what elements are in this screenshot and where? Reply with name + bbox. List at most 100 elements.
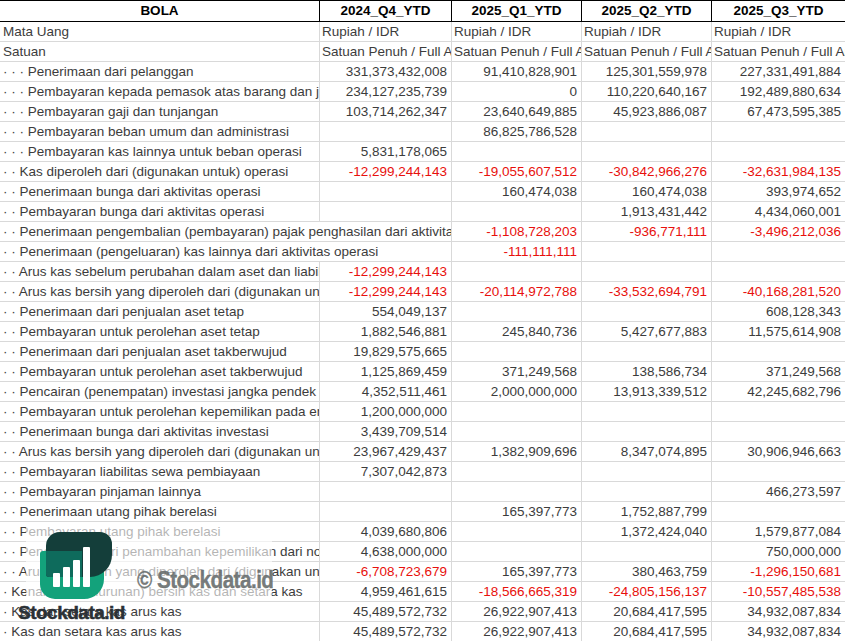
row-label: · · Pembayaran liabilitas sewa pembiayaa… (0, 462, 320, 481)
table-row: · · Arus kas bersih yang diperoleh dari … (0, 282, 845, 302)
ticker-header: BOLA (0, 1, 320, 21)
cell-value: 371,249,568 (712, 362, 845, 381)
cell-value: 13,913,339,512 (582, 382, 712, 401)
cell-value: 138,586,734 (582, 362, 712, 381)
table-row: · · Penerimaan (pengeluaran) kas lainnya… (0, 242, 845, 262)
cell-value (582, 482, 712, 501)
table-row: · · Arus kas sebelum perubahan dalam ase… (0, 262, 845, 282)
cell-value: 5,831,178,065 (320, 142, 452, 161)
table-row: · · Kas diperoleh dari (digunakan untuk)… (0, 162, 845, 182)
cell-value (320, 482, 452, 501)
table-row: · · · Pembayaran beban umum dan administ… (0, 122, 845, 142)
column-header: 2024_Q4_YTD (320, 1, 452, 21)
cell-value: -111,111,111 (452, 242, 582, 261)
table-row: · · Pembayaran untuk perolehan aset teta… (0, 322, 845, 342)
cell-value: 110,220,640,167 (582, 82, 712, 101)
table-row: · · Pencairan (penempatan) investasi jan… (0, 382, 845, 402)
row-label: · · Penerimaan utang pihak berelasi (0, 502, 320, 521)
cell-value: Satuan Penuh / Full Amount (320, 42, 452, 61)
cell-value: 30,906,946,663 (712, 442, 845, 461)
row-label: · · Pembayaran pinjaman lainnya (0, 482, 320, 501)
cell-value: 11,575,614,908 (712, 322, 845, 341)
cell-value: -3,496,212,036 (712, 222, 845, 241)
cell-value: -32,631,984,135 (712, 162, 845, 181)
cell-value (712, 142, 845, 161)
cell-value: -30,842,966,276 (582, 162, 712, 181)
cell-value: 1,125,869,459 (320, 362, 452, 381)
cell-value (452, 402, 582, 421)
watermark: © Stockdata.id (26, 523, 272, 600)
cell-value: 0 (452, 82, 582, 101)
cell-value: 67,473,595,385 (712, 102, 845, 121)
cell-value: 3,439,709,514 (320, 422, 452, 441)
table-row: · Kas dan setara kas arus kas45,489,572,… (0, 602, 845, 622)
cell-value (452, 142, 582, 161)
cell-value: 393,974,652 (712, 182, 845, 201)
table-row: · · Pembayaran bunga dari aktivitas oper… (0, 202, 845, 222)
cell-value: 34,932,087,834 (712, 602, 845, 621)
cell-value: 103,714,262,347 (320, 102, 452, 121)
cell-value: 245,840,736 (452, 322, 582, 341)
cell-value: 4,959,461,615 (320, 582, 452, 601)
cell-value (712, 462, 845, 481)
cell-value: -10,557,485,538 (712, 582, 845, 601)
row-label: · · · Pembayaran kas lainnya untuk beban… (0, 142, 320, 161)
cell-value: -1,108,728,203 (452, 222, 582, 241)
column-header: 2025_Q3_YTD (712, 1, 845, 21)
table-row: · · Penerimaan dari penjualan aset tetap… (0, 302, 845, 322)
cell-value: 86,825,786,528 (452, 122, 582, 141)
cell-value (452, 542, 582, 561)
cell-value: 1,200,000,000 (320, 402, 452, 421)
cell-value: 45,923,886,087 (582, 102, 712, 121)
table-row: Mata UangRupiah / IDRRupiah / IDRRupiah … (0, 22, 845, 42)
cell-value (452, 302, 582, 321)
row-label: · · Pembayaran untuk perolehan aset takb… (0, 362, 320, 381)
row-label: · · Penerimaan (pengeluaran) kas lainnya… (0, 242, 452, 261)
cell-value: -12,299,244,143 (320, 262, 452, 281)
cell-value: Rupiah / IDR (452, 22, 582, 41)
logo-bars (40, 532, 113, 599)
cell-value: -936,771,111 (582, 222, 712, 241)
cell-value: -20,114,972,788 (452, 282, 582, 301)
cell-value (712, 422, 845, 441)
cell-value (320, 122, 452, 141)
row-label: · · · Pembayaran gaji dan tunjangan (0, 102, 320, 121)
row-label: · · · Penerimaan dari pelanggan (0, 62, 320, 81)
cell-value (712, 262, 845, 281)
cell-value: 4,434,060,001 (712, 202, 845, 221)
cell-value (452, 202, 582, 221)
cell-value: 160,474,038 (452, 182, 582, 201)
cash-flow-table: BOLA 2024_Q4_YTD2025_Q1_YTD2025_Q2_YTD20… (0, 0, 845, 641)
cell-value: 125,301,559,978 (582, 62, 712, 81)
cell-value: 192,489,880,634 (712, 82, 845, 101)
cell-value (582, 142, 712, 161)
logo-bar (73, 560, 80, 587)
cell-value: 19,829,575,665 (320, 342, 452, 361)
cell-value: 8,347,074,895 (582, 442, 712, 461)
row-label: · · Penerimaan dari penjualan aset tetap (0, 302, 320, 321)
cell-value: -19,055,607,512 (452, 162, 582, 181)
cell-value: -12,299,244,143 (320, 162, 452, 181)
cell-value: 23,640,649,885 (452, 102, 582, 121)
cell-value: 1,372,424,040 (582, 522, 712, 541)
cell-value: 160,474,038 (582, 182, 712, 201)
table-row: · · Pembayaran untuk perolehan kepemilik… (0, 402, 845, 422)
cell-value: -6,708,723,679 (320, 562, 452, 581)
cell-value: 20,684,417,595 (582, 622, 712, 641)
row-label: · · · Pembayaran kepada pemasok atas bar… (0, 82, 320, 101)
cell-value: 1,382,909,696 (452, 442, 582, 461)
cell-value: 42,245,682,796 (712, 382, 845, 401)
cell-value: 26,922,907,413 (452, 622, 582, 641)
cell-value: 5,427,677,883 (582, 322, 712, 341)
cell-value: 234,127,235,739 (320, 82, 452, 101)
cell-value: 750,000,000 (712, 542, 845, 561)
cell-value (712, 502, 845, 521)
table-row: · · · Pembayaran kepada pemasok atas bar… (0, 82, 845, 102)
cell-value: 380,463,759 (582, 562, 712, 581)
cell-value: -18,566,665,319 (452, 582, 582, 601)
row-label: · · Arus kas sebelum perubahan dalam ase… (0, 262, 320, 281)
logo-bar (83, 547, 90, 587)
cell-value (582, 342, 712, 361)
table-row: · · Pembayaran liabilitas sewa pembiayaa… (0, 462, 845, 482)
cell-value: 20,684,417,595 (582, 602, 712, 621)
